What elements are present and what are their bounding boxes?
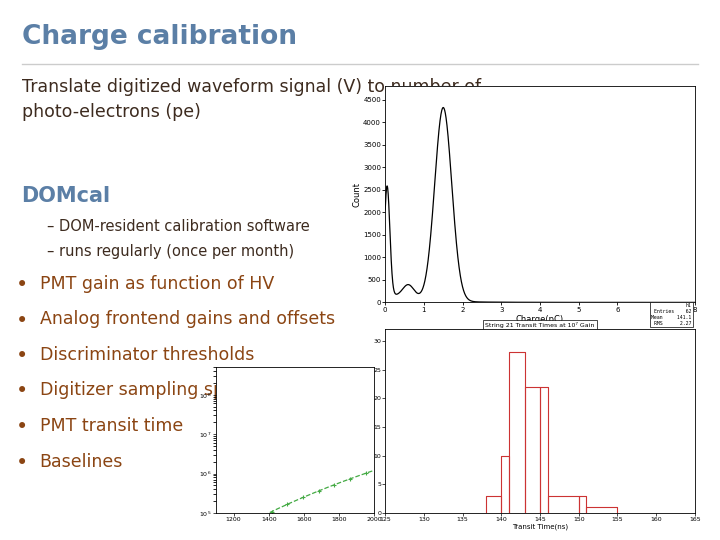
Text: •: •	[16, 275, 28, 295]
Text: – runs regularly (once per month): – runs regularly (once per month)	[47, 244, 294, 259]
Text: PMT transit time: PMT transit time	[40, 417, 183, 435]
Text: Discriminator thresholds: Discriminator thresholds	[40, 346, 254, 363]
Text: Analog frontend gains and offsets: Analog frontend gains and offsets	[40, 310, 335, 328]
Text: – DOM-resident calibration software: – DOM-resident calibration software	[47, 219, 310, 234]
Text: Translate digitized waveform signal (V) to number of
photo-electrons (pe): Translate digitized waveform signal (V) …	[22, 78, 481, 120]
Text: Charge calibration: Charge calibration	[22, 24, 297, 50]
Y-axis label: Count: Count	[353, 182, 361, 207]
Text: •: •	[16, 417, 28, 437]
Text: h1
Entries    62
Mean     141.1
RMS      2.27: h1 Entries 62 Mean 141.1 RMS 2.27	[652, 303, 692, 326]
Text: •: •	[16, 310, 28, 330]
Text: Digitizer sampling speed: Digitizer sampling speed	[40, 381, 256, 399]
Text: PMT gain as function of HV: PMT gain as function of HV	[40, 275, 274, 293]
Text: •: •	[16, 453, 28, 472]
Title: String 21 Transit Times at 10⁷ Gain: String 21 Transit Times at 10⁷ Gain	[485, 322, 595, 328]
Text: DOMcal: DOMcal	[22, 186, 111, 206]
Text: Baselines: Baselines	[40, 453, 123, 470]
Text: •: •	[16, 381, 28, 401]
Text: •: •	[16, 346, 28, 366]
X-axis label: Charge(pC): Charge(pC)	[516, 315, 564, 325]
X-axis label: Transit Time(ns): Transit Time(ns)	[512, 524, 568, 530]
